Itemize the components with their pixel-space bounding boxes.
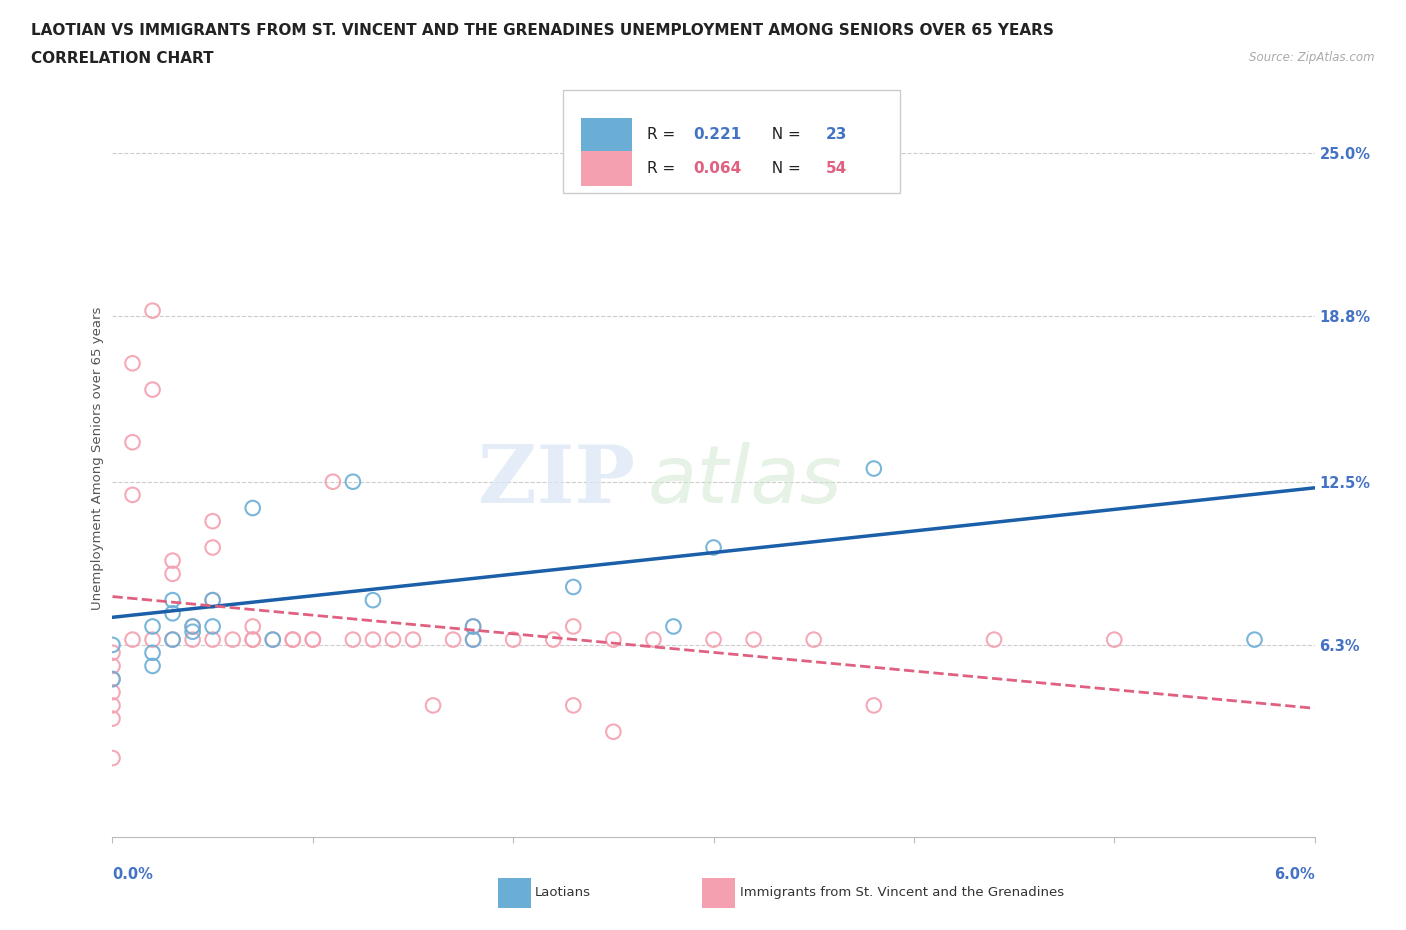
Point: [322, 474, 344, 489]
Y-axis label: Unemployment Among Seniors over 65 years: Unemployment Among Seniors over 65 years: [91, 306, 104, 610]
Text: Source: ZipAtlas.com: Source: ZipAtlas.com: [1250, 51, 1375, 64]
Point: [602, 632, 624, 647]
Point: [162, 566, 184, 581]
Text: 23: 23: [825, 127, 846, 142]
Text: ZIP: ZIP: [478, 442, 636, 520]
Text: 54: 54: [825, 161, 846, 176]
Text: N =: N =: [762, 127, 806, 142]
Point: [101, 711, 124, 726]
Point: [201, 619, 224, 634]
Point: [101, 751, 124, 765]
Point: [121, 356, 143, 371]
Point: [201, 592, 224, 607]
Point: [141, 382, 163, 397]
Point: [983, 632, 1005, 647]
Point: [242, 500, 264, 515]
FancyBboxPatch shape: [564, 90, 900, 193]
Point: [181, 619, 204, 634]
Point: [862, 698, 886, 713]
Point: [742, 632, 765, 647]
Point: [342, 632, 364, 647]
Text: Laotians: Laotians: [534, 886, 591, 899]
Point: [441, 632, 464, 647]
Point: [242, 632, 264, 647]
Point: [262, 632, 284, 647]
Point: [121, 435, 143, 450]
Point: [862, 461, 886, 476]
Point: [201, 513, 224, 528]
Text: atlas: atlas: [647, 442, 842, 520]
Text: LAOTIAN VS IMMIGRANTS FROM ST. VINCENT AND THE GRENADINES UNEMPLOYMENT AMONG SEN: LAOTIAN VS IMMIGRANTS FROM ST. VINCENT A…: [31, 23, 1054, 38]
Point: [242, 632, 264, 647]
Point: [162, 632, 184, 647]
Point: [302, 632, 325, 647]
Point: [101, 671, 124, 686]
Point: [342, 474, 364, 489]
Point: [702, 540, 725, 555]
Point: [382, 632, 405, 647]
Point: [562, 698, 585, 713]
Point: [402, 632, 425, 647]
Point: [662, 619, 685, 634]
Point: [181, 632, 204, 647]
Point: [242, 619, 264, 634]
Point: [461, 619, 484, 634]
Point: [281, 632, 304, 647]
Point: [162, 632, 184, 647]
Point: [543, 632, 565, 647]
Point: [201, 592, 224, 607]
Point: [222, 632, 245, 647]
Point: [101, 684, 124, 699]
FancyBboxPatch shape: [581, 151, 631, 186]
FancyBboxPatch shape: [581, 117, 631, 153]
Text: 0.064: 0.064: [693, 161, 741, 176]
Point: [562, 619, 585, 634]
Point: [162, 605, 184, 620]
Point: [162, 553, 184, 568]
Point: [1243, 632, 1265, 647]
Point: [101, 645, 124, 660]
Point: [562, 172, 585, 187]
Point: [643, 632, 665, 647]
Point: [141, 303, 163, 318]
Point: [101, 637, 124, 652]
Point: [803, 632, 825, 647]
Text: R =: R =: [647, 127, 681, 142]
Point: [121, 632, 143, 647]
Point: [101, 658, 124, 673]
Point: [461, 632, 484, 647]
Point: [361, 592, 384, 607]
Point: [101, 698, 124, 713]
Point: [562, 579, 585, 594]
Point: [141, 645, 163, 660]
Point: [702, 632, 725, 647]
Point: [361, 632, 384, 647]
Text: CORRELATION CHART: CORRELATION CHART: [31, 51, 214, 66]
Point: [502, 632, 524, 647]
Point: [141, 619, 163, 634]
Text: N =: N =: [762, 161, 806, 176]
Text: 0.221: 0.221: [693, 127, 741, 142]
Text: Immigrants from St. Vincent and the Grenadines: Immigrants from St. Vincent and the Gren…: [740, 886, 1064, 899]
Point: [121, 487, 143, 502]
Text: 0.0%: 0.0%: [112, 868, 153, 883]
Text: R =: R =: [647, 161, 681, 176]
Point: [181, 624, 204, 639]
Point: [201, 540, 224, 555]
Point: [262, 632, 284, 647]
Point: [281, 632, 304, 647]
Point: [302, 632, 325, 647]
Point: [602, 724, 624, 739]
Point: [461, 619, 484, 634]
Text: 6.0%: 6.0%: [1274, 868, 1315, 883]
Point: [141, 632, 163, 647]
Point: [1104, 632, 1126, 647]
Point: [201, 632, 224, 647]
Point: [181, 619, 204, 634]
Point: [422, 698, 444, 713]
Point: [461, 632, 484, 647]
Point: [162, 592, 184, 607]
Point: [141, 658, 163, 673]
Point: [101, 671, 124, 686]
